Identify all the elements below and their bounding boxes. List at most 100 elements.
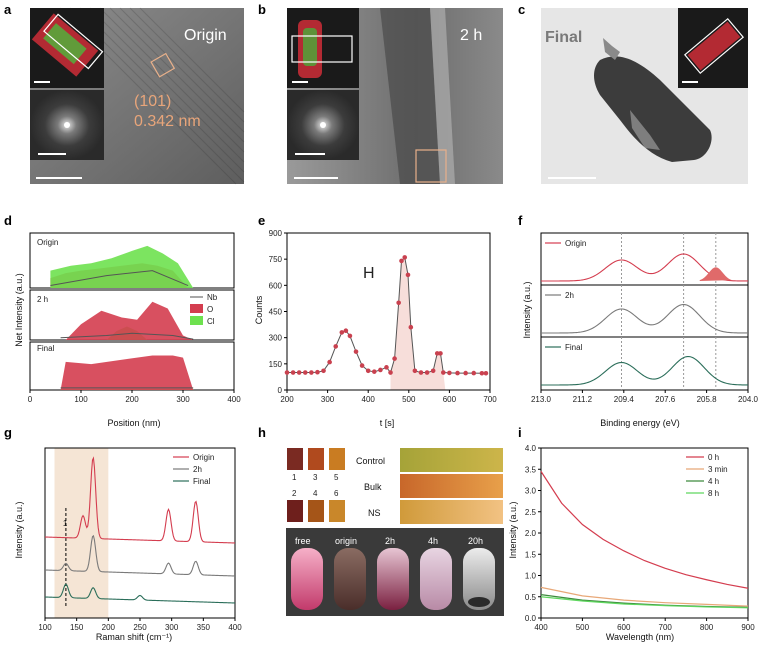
h-swatch-num-2: 2 (292, 489, 297, 498)
y-tick-label: 2.0 (525, 529, 537, 538)
e-data-point (405, 272, 411, 278)
y-tick-label: 600 (269, 281, 283, 290)
f-series-final (541, 355, 749, 386)
e-data-point (302, 370, 308, 375)
nanorod (594, 56, 712, 162)
g-legend-label: Final (193, 477, 211, 486)
e-data-point (455, 370, 460, 376)
h-swatch-5 (329, 448, 345, 470)
x-tick-label: 211.2 (573, 395, 593, 404)
h-vial-2h (377, 548, 409, 610)
d-sub-label-origin: Origin (37, 238, 58, 247)
e-data-point (408, 324, 414, 330)
x-tick-label: 400 (534, 623, 548, 632)
x-tick-label: 350 (197, 623, 211, 632)
d-spacing-label: 0.342 nm (134, 113, 201, 130)
x-tick-label: 209.4 (614, 395, 635, 404)
x-tick-label: 700 (659, 623, 673, 632)
y-tick-label: 300 (269, 334, 283, 343)
panel-d: d 0 100 200 300 400 Position (nm) Net Intens… (4, 213, 241, 428)
h-vials: free origin 2h 4h 20h (291, 536, 495, 610)
f-series-2h (541, 303, 749, 334)
i-series-0 (540, 471, 749, 589)
panel-e: e 200 300 400 500 600 7000150300450600750900 … (254, 213, 497, 428)
x-tick-label: 200 (102, 623, 116, 632)
panel-a: a Origin (101) 0.342 nm (4, 2, 245, 185)
d-legend: Nb O Cl (190, 293, 218, 326)
h-row-ns: NS (368, 508, 381, 518)
panel-label-d: d (4, 213, 12, 228)
i-series-3 (540, 596, 749, 609)
e-data-point (399, 258, 404, 264)
h-swatch-num-5: 5 (334, 473, 339, 482)
x-tick-label: 200 (280, 395, 294, 404)
f-ylabel: Intensity (a.u.) (522, 281, 532, 338)
e-annotation-h: H (363, 265, 375, 282)
e-data-point (483, 370, 489, 376)
panel-f: f 213.0 211.2 209.4 207.6 205.8 204.0 Origin 2h… (518, 213, 759, 428)
panel-label-a: a (4, 2, 12, 17)
x-tick-label: 600 (443, 395, 457, 404)
e-data-point (438, 351, 443, 356)
h-row-control: Control (356, 456, 385, 466)
e-data-point (343, 328, 349, 333)
e-data-point (365, 368, 371, 374)
d-area-cl (50, 245, 194, 288)
panel-label-g: g (4, 425, 12, 440)
d-area-o (60, 355, 194, 390)
d-area-o (65, 301, 194, 340)
x-tick-label: 400 (227, 395, 241, 404)
g-ylabel: Intensity (a.u.) (14, 501, 24, 558)
e-data-point (309, 370, 314, 375)
panel-label-e: e (258, 213, 265, 228)
e-data-point (353, 349, 359, 354)
y-tick-label: 2.5 (525, 508, 537, 517)
panel-c: c Final (518, 2, 748, 184)
e-data-point (388, 370, 393, 375)
panel-b: b 2 h (258, 2, 503, 184)
h-vial-20h (463, 548, 495, 610)
d-legend-cl: Cl (207, 317, 215, 326)
x-tick-label: 200 (125, 395, 139, 404)
y-tick-label: 4.0 (525, 444, 537, 453)
x-tick-label: 207.6 (655, 395, 676, 404)
h-vial-origin (334, 548, 366, 610)
e-data-point (441, 370, 446, 375)
e-data-point (371, 369, 377, 374)
e-data-point (378, 367, 383, 373)
e-data-point (347, 333, 353, 339)
e-data-point (290, 370, 296, 375)
panel-label-i: i (518, 425, 522, 440)
y-tick-label: 1.0 (525, 572, 537, 581)
x-tick-label: 213.0 (531, 395, 552, 404)
y-tick-label: 1.5 (525, 550, 537, 559)
h-row-bulk: Bulk (364, 482, 382, 492)
axes-frame (540, 232, 749, 391)
x-tick-label: 900 (741, 623, 755, 632)
e-data-point (434, 351, 440, 356)
f-legend-label: Final (565, 343, 583, 352)
panel-label-b: b (258, 2, 266, 17)
e-data-point (479, 370, 485, 376)
y-tick-label: 150 (269, 360, 283, 369)
d-line-nb (60, 332, 194, 340)
x-tick-label: 300 (165, 623, 179, 632)
e-data-point (418, 370, 424, 375)
e-data-point (284, 370, 290, 375)
line-scan-box-c (683, 17, 745, 75)
e-data-point (384, 365, 389, 370)
plane-label: (101) (134, 93, 171, 110)
h-band-ns (400, 500, 503, 524)
i-ylabel: Intensity (a.u.) (508, 501, 518, 558)
panel-h: h 1 3 5 2 4 6 Control Bulk NS (258, 425, 504, 616)
h-swatch-6 (329, 500, 345, 522)
f-xlabel: Binding energy (eV) (600, 418, 680, 428)
y-tick-label: 3.5 (525, 465, 537, 474)
e-data-point (447, 370, 452, 376)
roi-box-a (150, 52, 176, 78)
x-tick-label: 204.0 (738, 395, 759, 404)
d-ylabel: Net Intensity (a.u.) (14, 273, 24, 347)
line-scan-box-b (291, 35, 353, 63)
roi-box-b (415, 149, 447, 183)
